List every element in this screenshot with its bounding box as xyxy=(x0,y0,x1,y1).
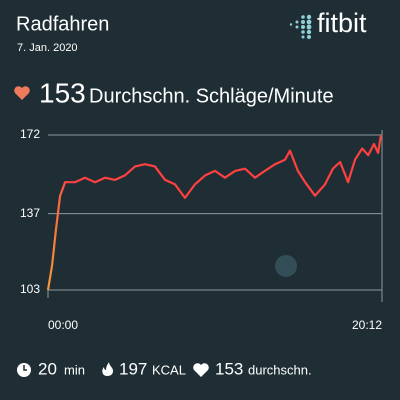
summary-value: 153 xyxy=(39,77,86,108)
y-tick-label: 137 xyxy=(20,206,40,220)
heart-rate-line xyxy=(46,134,382,291)
flame-icon xyxy=(102,362,113,376)
heart-icon xyxy=(14,86,30,100)
x-tick-label: 20:12 xyxy=(352,318,382,332)
title: Radfahren xyxy=(16,13,109,35)
touch-indicator xyxy=(275,255,297,277)
x-tick-label: 00:00 xyxy=(48,318,78,332)
calories-unit: KCAL xyxy=(152,362,186,377)
summary-label: Durchschn. Schläge/Minute xyxy=(89,85,334,107)
date: 7. Jan. 2020 xyxy=(17,42,78,54)
avg-unit: durchschn. xyxy=(248,362,312,377)
y-tick-label: 172 xyxy=(20,127,40,141)
calories-value: 197 xyxy=(119,359,147,378)
y-tick-label: 103 xyxy=(20,282,40,296)
duration-value: 20 xyxy=(38,359,57,378)
chart: 103 137 172 00:00 20:12 xyxy=(20,127,383,332)
avg-value: 153 xyxy=(215,359,243,378)
brand: fitbit xyxy=(317,8,367,38)
heart-icon-small xyxy=(193,363,209,377)
logo-dots xyxy=(289,14,312,39)
duration-unit: min xyxy=(64,362,85,377)
clock-hand xyxy=(23,365,27,371)
